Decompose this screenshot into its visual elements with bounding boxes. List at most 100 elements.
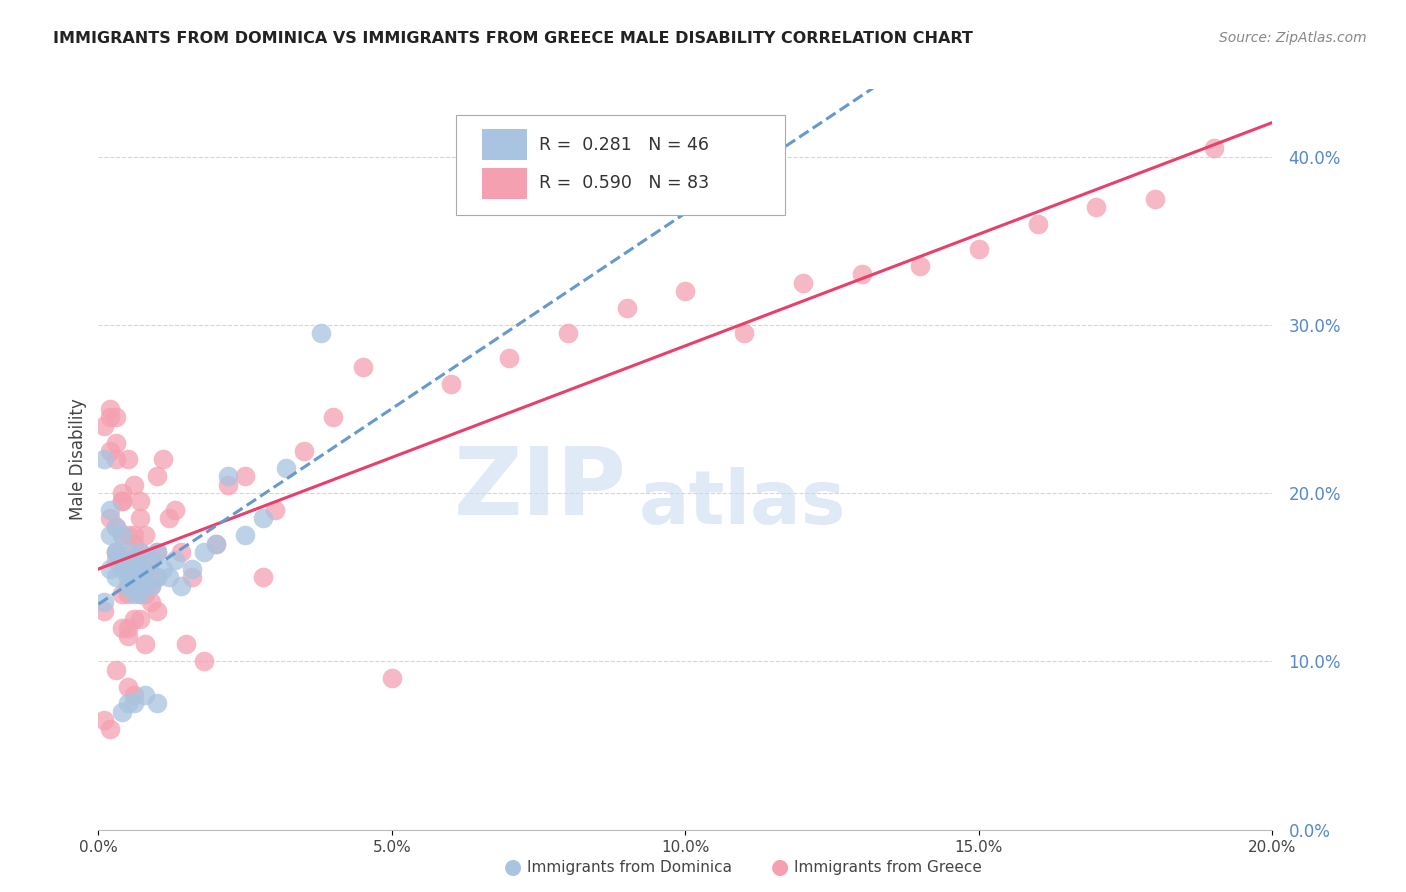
Point [93,595,115,609]
Point [616,301,638,315]
Point [122,612,145,626]
Point [1026,217,1049,231]
Point [181,562,204,576]
Point [141,578,163,592]
Point [352,359,374,374]
Point [122,477,145,491]
Point [205,536,228,550]
Point [98,444,121,458]
Point [134,528,156,542]
Point [128,511,150,525]
Point [381,671,404,685]
Point [111,494,134,508]
Point [111,528,134,542]
Bar [482,168,527,199]
Point [105,452,128,467]
Point [117,570,139,584]
Point [263,503,285,517]
FancyBboxPatch shape [457,115,785,215]
Point [141,595,163,609]
Point [117,545,139,559]
Text: Immigrants from Dominica: Immigrants from Dominica [527,860,733,874]
Point [292,444,315,458]
Point [117,629,139,643]
Point [128,545,150,559]
Point [128,545,150,559]
Point [322,410,344,425]
Point [105,519,128,533]
Text: ●: ● [772,857,789,877]
Point [128,494,150,508]
Point [146,570,169,584]
Point [146,545,169,559]
Point [146,697,169,711]
Point [792,276,814,290]
Point [252,570,274,584]
Point [98,511,121,525]
Text: IMMIGRANTS FROM DOMINICA VS IMMIGRANTS FROM GREECE MALE DISABILITY CORRELATION C: IMMIGRANTS FROM DOMINICA VS IMMIGRANTS F… [53,31,973,46]
Point [181,570,204,584]
Point [117,697,139,711]
Point [122,536,145,550]
Point [163,553,186,567]
Point [117,553,139,567]
Point [128,570,150,584]
Point [122,562,145,576]
Point [117,680,139,694]
Point [122,578,145,592]
Text: Source: ZipAtlas.com: Source: ZipAtlas.com [1219,31,1367,45]
Point [276,460,298,475]
Point [93,604,115,618]
Point [105,570,128,584]
Point [122,570,145,584]
Point [111,486,134,500]
Point [98,562,121,576]
Point [169,545,191,559]
Point [122,528,145,542]
Point [733,326,755,341]
Point [134,578,156,592]
Point [98,410,121,425]
Point [157,511,180,525]
Point [146,570,169,584]
Point [105,545,128,559]
Point [128,612,150,626]
Point [311,326,333,341]
Point [117,578,139,592]
Point [117,562,139,576]
Point [98,722,121,736]
Point [93,713,115,727]
Point [557,326,579,341]
Point [105,435,128,450]
Point [134,587,156,601]
Text: ZIP: ZIP [454,443,627,535]
Point [93,418,115,433]
Point [111,553,134,567]
Text: R =  0.590   N = 83: R = 0.590 N = 83 [538,174,709,192]
Point [122,688,145,702]
Point [117,621,139,635]
Point [105,519,128,533]
Point [134,562,156,576]
Point [217,469,239,483]
Point [157,570,180,584]
Point [122,587,145,601]
Point [141,553,163,567]
Point [122,553,145,567]
Point [967,242,990,256]
Text: ●: ● [505,857,522,877]
Point [111,494,134,508]
Point [146,545,169,559]
Point [498,351,520,366]
Point [105,553,128,567]
Point [111,621,134,635]
Point [252,511,274,525]
Point [134,637,156,651]
Point [128,587,150,601]
Point [111,587,134,601]
Point [141,553,163,567]
Point [117,528,139,542]
Y-axis label: Male Disability: Male Disability [69,399,87,520]
Point [193,545,215,559]
Point [105,545,128,559]
